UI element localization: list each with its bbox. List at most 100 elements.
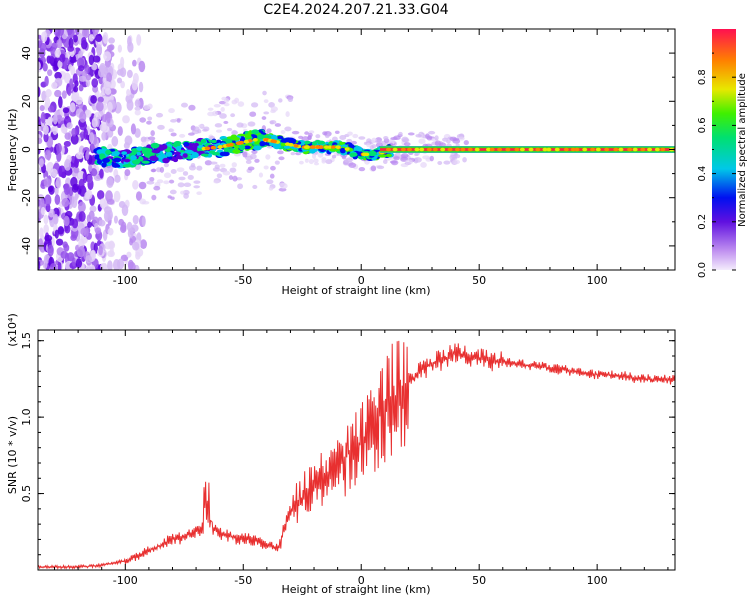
carrier-hotspot [497,147,503,152]
ridge-hotspot [272,139,278,144]
noise-blob [71,257,76,267]
noise-blob [82,171,88,184]
noise-blob [106,72,113,83]
signal-spread-blob [265,154,271,160]
ridge-blob [349,152,358,157]
ridge-blob [200,153,209,157]
noise-blob [88,54,95,66]
noise-blob [44,75,49,87]
signal-spread-blob [249,111,257,117]
carrier-hotspot [467,147,473,152]
ridge-blob [136,147,142,151]
snr-x-axis-label: Height of straight line (km) [281,583,430,596]
signal-spread-blob [383,136,389,140]
noise-blob [70,234,77,241]
ridge-blob [233,145,240,149]
signal-spread-blob [263,99,269,104]
colorbar-tick-label: 0.0 [697,262,708,278]
ridge-blob [121,151,128,155]
noise-blob [52,114,58,125]
noise-blob [117,126,123,136]
signal-spread-blob [266,128,272,134]
ridge-hotspot [263,138,269,142]
noise-blob [47,116,54,127]
signal-spread-blob [269,173,275,179]
signal-spread-blob [382,159,388,165]
signal-spread-blob [348,162,357,168]
signal-spread-blob [213,104,221,108]
noise-blob [77,65,85,72]
signal-spread-blob [223,120,229,124]
signal-spread-blob [183,193,189,199]
signal-spread-blob [231,129,238,136]
ridge-hotspot [226,143,232,148]
noise-blob [38,61,41,70]
carrier-hotspot [400,147,406,152]
noise-blob [43,224,49,235]
ridge-hotspot [315,145,321,149]
spectrogram-y-tick-label: -20 [20,189,33,207]
colorbar-gradient [712,29,736,270]
ridge-blob [238,144,246,151]
signal-spread-blob [147,103,153,110]
signal-spread-blob [169,189,177,195]
spectrogram-x-tick-label: 100 [587,274,608,287]
noise-blob [108,240,115,248]
noise-blob [124,169,131,177]
ridge-blob [191,152,199,158]
carrier-hotspot [563,147,569,152]
noise-blob [88,34,94,42]
signal-spread-blob [213,179,220,184]
noise-blob [116,258,125,270]
signal-spread-blob [163,162,169,168]
ridge-blob [175,145,182,152]
snr-x-tick-label: -50 [234,574,252,587]
noise-blob [66,122,73,129]
signal-spread-blob [187,174,194,180]
signal-spread-blob [242,151,248,158]
noise-blob [75,96,83,105]
noise-blob [42,259,48,269]
ridge-blob [141,160,150,164]
noise-blob [107,250,115,258]
noise-blob [75,29,80,36]
spectrogram-y-tick-label: 40 [20,46,33,60]
noise-blob [131,79,138,91]
ridge-blob [184,149,193,154]
noise-blob [117,44,123,53]
noise-blob [132,241,140,251]
noise-blob [63,243,70,252]
signal-spread-blob [251,149,258,155]
snr-x-tick-label: 0 [358,574,365,587]
noise-blob [91,29,100,35]
signal-spread-blob [146,180,155,185]
colorbar-ticks: 0.0 0.2 0.4 0.6 0.8 [697,52,736,278]
noise-blob [73,86,79,93]
signal-spread-blob [278,98,283,103]
signal-spread-blob [222,170,231,176]
signal-spread-blob [313,162,320,166]
signal-spread-blob [168,128,175,133]
signal-spread-blob [196,165,203,171]
signal-spread-blob [252,184,258,189]
noise-blob [90,168,98,177]
signal-spread-blob [322,131,328,136]
noise-blob [39,227,44,240]
ridge-hotspot [288,143,294,147]
spectrogram-x-tick-label: 0 [358,274,365,287]
noise-blob [74,193,79,201]
noise-blob [87,221,93,228]
ridge-blob [112,157,122,163]
noise-blob [106,176,114,188]
signal-spread-blob [277,150,284,155]
noise-blob [63,140,71,147]
noise-blob [76,247,85,258]
noise-blob [130,123,136,135]
signal-spread-blob [193,185,201,189]
ridge-hotspot [303,145,309,149]
signal-spread-blob [263,111,270,115]
carrier-hotspot [385,147,391,152]
signal-spread-blob [153,185,161,191]
ridge-blob [94,154,101,161]
noise-blob [114,174,121,183]
